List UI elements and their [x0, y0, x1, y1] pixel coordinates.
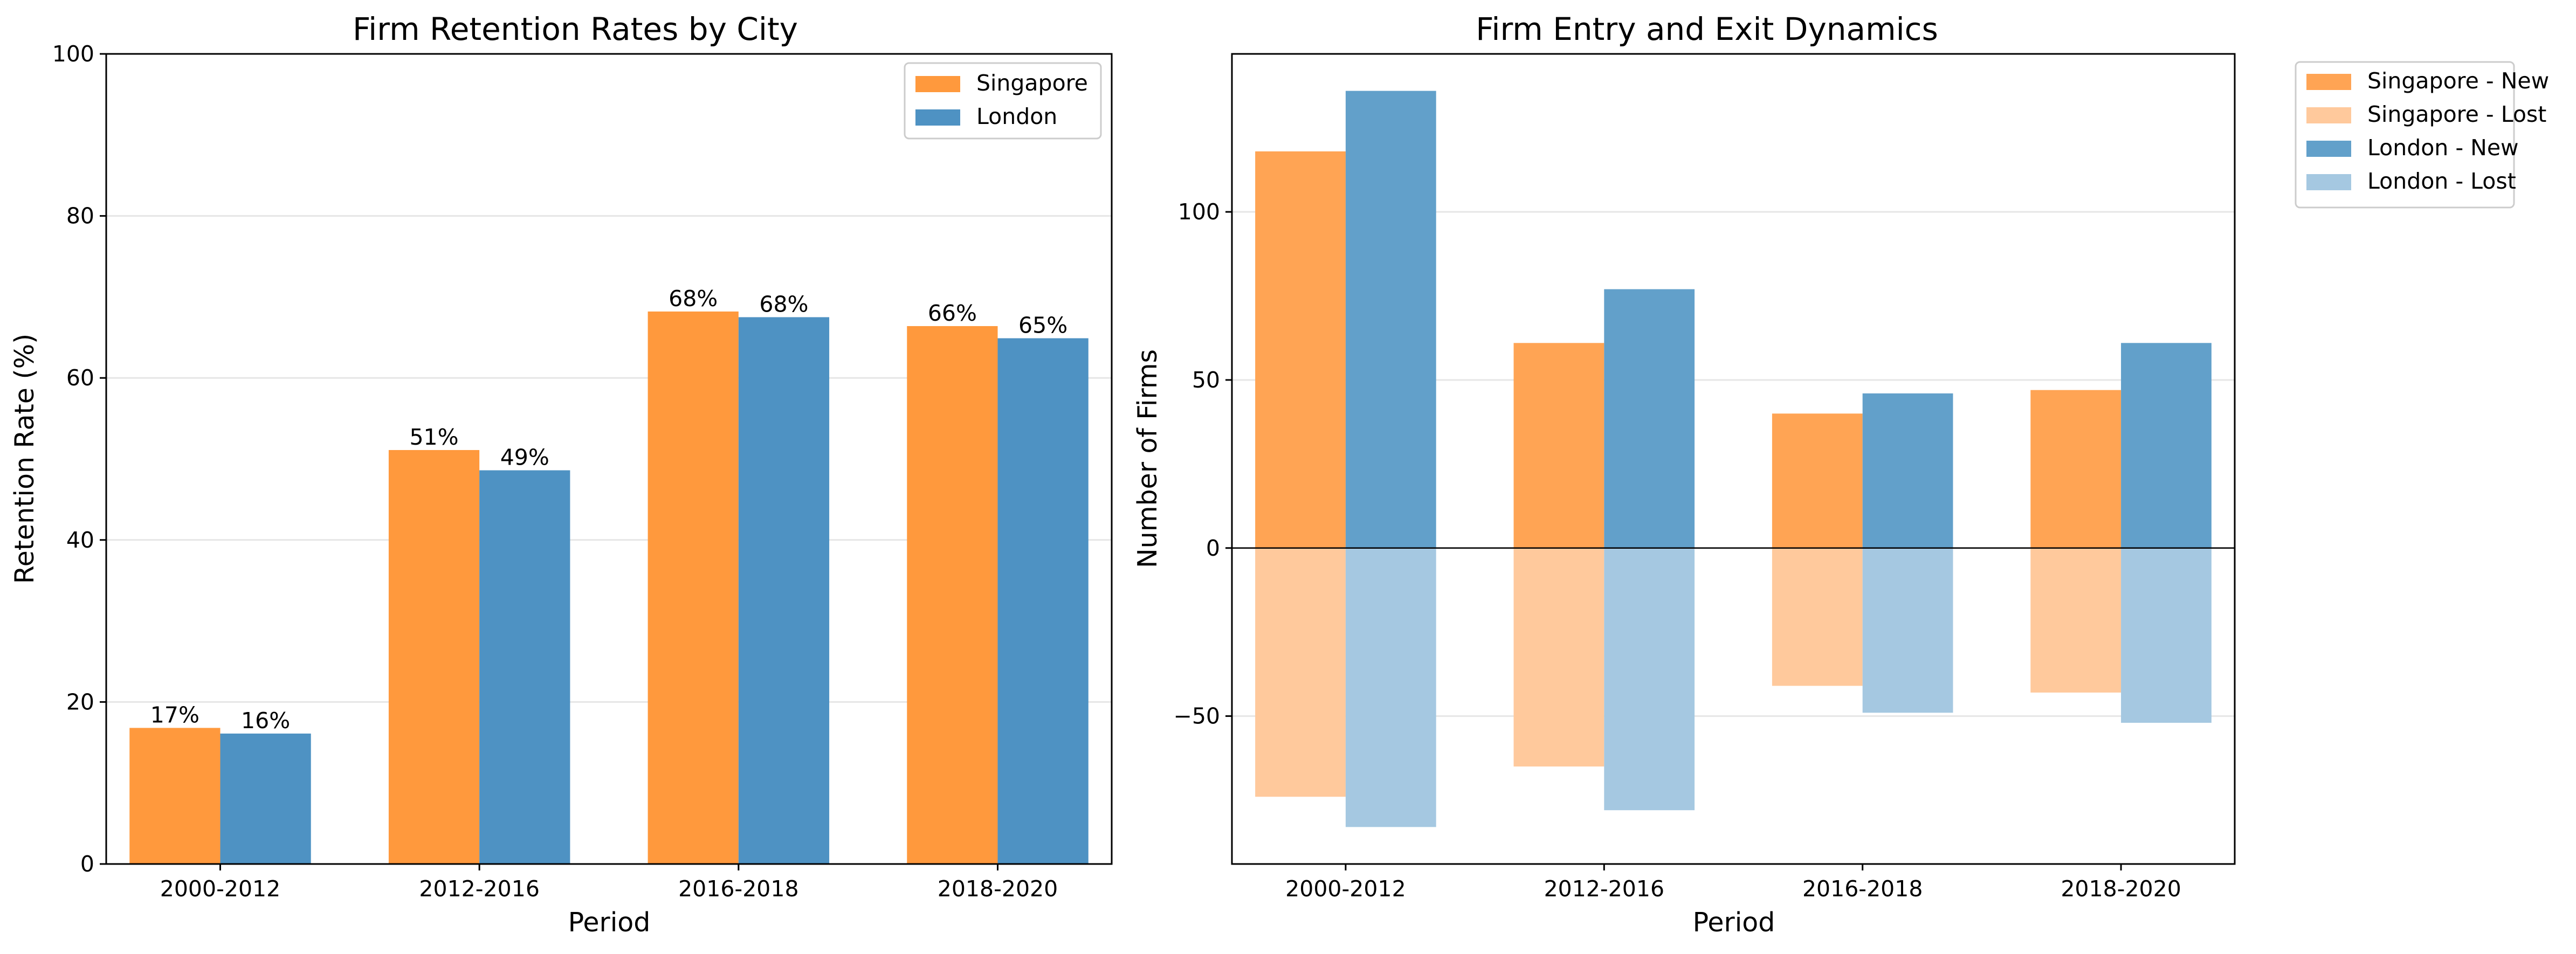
bar: [220, 734, 311, 864]
x-tick-label: 2018-2020: [2061, 876, 2181, 902]
data-label: 66%: [928, 300, 977, 326]
y-axis-label: Number of Firms: [1132, 349, 1163, 568]
x-axis-ticks: 2000-2012 2012-2016 2016-2018 2018-2020: [160, 864, 1058, 902]
bar: [1255, 151, 1346, 548]
bar: [1772, 548, 1863, 686]
y-tick-label: 100: [1178, 199, 1220, 225]
data-label: 17%: [150, 702, 199, 728]
bar: [1862, 393, 1953, 548]
y-tick-label: 0: [1206, 535, 1220, 561]
bar: [997, 338, 1089, 864]
legend-swatch: [2306, 141, 2351, 157]
y-tick-label: 100: [52, 41, 94, 67]
data-label: 16%: [241, 708, 290, 734]
bar: [648, 311, 739, 864]
bar: [2121, 548, 2212, 723]
data-label: 51%: [409, 424, 458, 450]
y-tick-label: 80: [66, 203, 94, 229]
plot-frame: [105, 53, 1113, 865]
bar: [2030, 390, 2122, 548]
x-tick-label: 2018-2020: [938, 876, 1058, 902]
data-label: 68%: [669, 286, 718, 312]
legend-swatch: [915, 109, 960, 126]
chart-retention-rates: Firm Retention Rates by City 17% 51% 68% 66…: [9, 11, 1113, 938]
y-axis-label: Retention Rate (%): [9, 334, 40, 584]
x-tick-label: 2012-2016: [419, 876, 539, 902]
bar: [1604, 289, 1695, 548]
x-axis-label: Period: [568, 907, 651, 938]
legend-swatch: [2306, 174, 2351, 190]
y-tick-label: 20: [66, 689, 94, 715]
bars: [1255, 91, 2212, 827]
legend-box: [2295, 61, 2515, 209]
chart-title: Firm Retention Rates by City: [353, 11, 798, 47]
data-label: 65%: [1018, 313, 1067, 338]
bar: [1862, 548, 1953, 713]
bar: [2030, 548, 2122, 693]
bar: [1513, 548, 1604, 767]
bar: [1604, 548, 1695, 811]
bar: [1255, 548, 1346, 797]
x-tick-label: 2016-2018: [678, 876, 798, 902]
plot-frame: [1231, 53, 2236, 865]
y-tick-label: −50: [1173, 703, 1220, 729]
x-tick-label: 2016-2018: [1802, 876, 1923, 902]
data-label: 49%: [500, 445, 549, 471]
legend-swatch: [2306, 107, 2351, 123]
bar: [479, 470, 570, 864]
legend-label: Singapore: [976, 70, 1088, 96]
data-label: 68%: [759, 291, 808, 317]
bar: [907, 326, 998, 864]
bar: [1513, 343, 1604, 548]
legend-swatch: [915, 76, 960, 92]
x-tick-label: 2000-2012: [160, 876, 280, 902]
bar: [2121, 343, 2212, 548]
legend: Singapore - New Singapore - Lost London - …: [2295, 61, 2549, 209]
chart-entry-exit: Firm Entry and Exit Dynamics −50 0 50 100 2…: [1132, 11, 2549, 938]
y-tick-label: 40: [66, 527, 94, 553]
y-tick-label: 60: [66, 365, 94, 391]
bar: [1345, 91, 1436, 548]
x-tick-label: 2012-2016: [1544, 876, 1664, 902]
y-axis-ticks: −50 0 50 100: [1173, 199, 1232, 729]
bar: [1772, 413, 1863, 548]
legend-swatch: [2306, 74, 2351, 90]
chart-title: Firm Entry and Exit Dynamics: [1476, 11, 1938, 47]
legend-label: London - Lost: [2367, 168, 2516, 194]
legend-label: Singapore - New: [2367, 68, 2549, 94]
legend-label: London - New: [2367, 135, 2519, 161]
x-tick-label: 2000-2012: [1285, 876, 1406, 902]
x-axis-ticks: 2000-2012 2012-2016 2016-2018 2018-2020: [1285, 864, 2181, 902]
x-axis-label: Period: [1693, 907, 1775, 938]
bar: [388, 450, 480, 864]
y-axis-ticks: 0 20 40 60 80 100: [52, 41, 106, 877]
y-tick-label: 0: [80, 851, 94, 877]
bar: [129, 728, 221, 864]
bar: [738, 317, 830, 864]
legend-label: London: [976, 103, 1057, 129]
bar: [1345, 548, 1436, 827]
data-labels: 17% 51% 68% 66% 16% 49% 68% 65%: [150, 286, 1067, 734]
legend: Singapore London: [904, 62, 1102, 140]
y-tick-label: 50: [1192, 367, 1220, 393]
legend-label: Singapore - Lost: [2367, 101, 2546, 127]
bars: [129, 311, 1089, 864]
